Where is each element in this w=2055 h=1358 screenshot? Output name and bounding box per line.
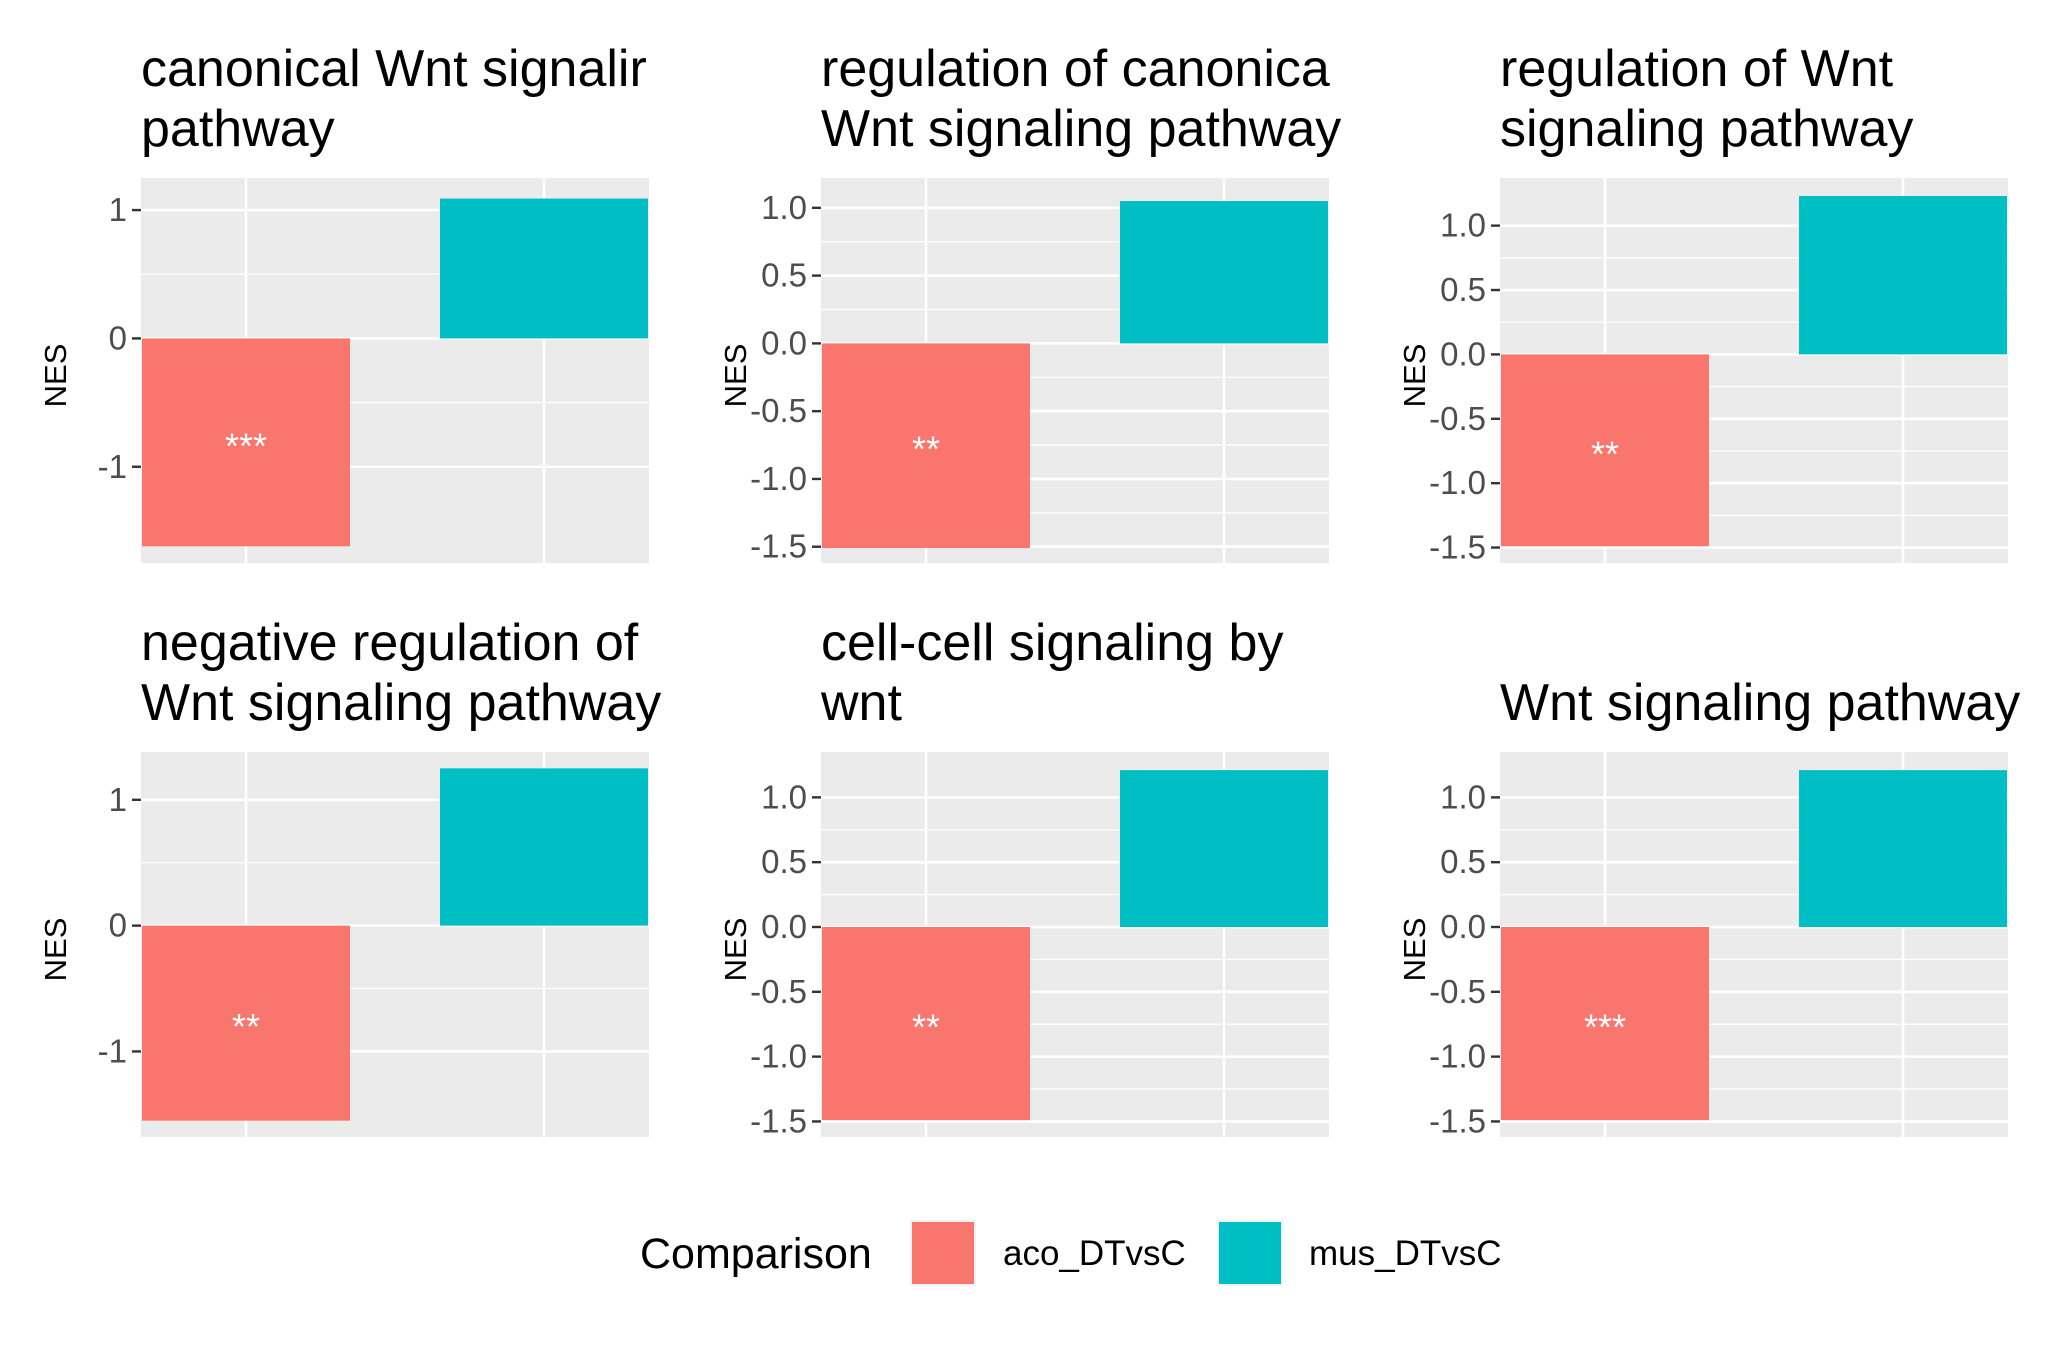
y-tick-label: 0.5 xyxy=(1440,271,1486,308)
y-tick-label: 0.0 xyxy=(761,324,807,361)
y-tick-label: 1.0 xyxy=(761,778,807,815)
y-tick-label: 1.0 xyxy=(761,189,807,226)
panel-title-line: Wnt signaling pathwaу xyxy=(821,100,1341,158)
panel-title-line: regulation of Wnt xyxy=(1500,40,1894,98)
y-axis-title: NES xyxy=(38,344,73,408)
y-tick-label: 0.5 xyxy=(761,843,807,880)
y-axis-title: NES xyxy=(38,918,73,982)
panel-title-line: cell-cell signaling by xyxy=(821,614,1283,672)
y-tick-label: -0.5 xyxy=(1429,400,1486,437)
bar-aco_DTvsC xyxy=(1501,354,1709,547)
y-tick-label: 0.5 xyxy=(1440,843,1486,880)
significance-label: ** xyxy=(912,1007,940,1048)
legend-title: Comparison xyxy=(640,1230,872,1278)
bar-aco_DTvsC xyxy=(142,338,350,547)
bar-mus_DTvsC xyxy=(1799,770,2007,927)
y-tick-label: -1 xyxy=(98,448,127,485)
y-tick-label: -1.0 xyxy=(750,1038,807,1075)
panel-title-line: negative regulation of xyxy=(141,614,639,672)
y-tick-label: -1.5 xyxy=(1429,1102,1486,1139)
y-axis-title: NES xyxy=(1397,918,1432,982)
significance-label: *** xyxy=(225,425,267,466)
bar-aco_DTvsC xyxy=(1501,927,1709,1121)
y-tick-label: 1 xyxy=(109,781,127,818)
y-tick-label: 0.0 xyxy=(1440,335,1486,372)
panel-title-line: canonical Wnt signalir xyxy=(141,40,647,98)
y-tick-label: -1.5 xyxy=(750,528,807,565)
panel-title-line: wnt xyxy=(820,674,902,732)
legend-label: mus_DTvsC xyxy=(1309,1234,1502,1273)
y-tick-label: 0.5 xyxy=(761,257,807,294)
bar-mus_DTvsC xyxy=(1120,201,1328,344)
y-tick-label: 1.0 xyxy=(1440,778,1486,815)
legend-swatch-aco_DTvsC xyxy=(912,1222,974,1284)
y-tick-label: 1.0 xyxy=(1440,207,1486,244)
y-axis-title: NES xyxy=(718,918,753,982)
legend-swatch-mus_DTvsC xyxy=(1219,1222,1281,1284)
bar-mus_DTvsC xyxy=(1799,196,2007,355)
bar-mus_DTvsC xyxy=(440,768,648,926)
significance-label: ** xyxy=(912,429,940,470)
y-tick-label: -1.5 xyxy=(750,1102,807,1139)
significance-label: ** xyxy=(1591,433,1619,474)
panel-title-line: Wnt signaling pathway xyxy=(1500,674,2020,732)
y-tick-label: -1.0 xyxy=(1429,1038,1486,1075)
panel-title-line: Wnt signaling pathwaу xyxy=(141,674,661,732)
panel-title-line: regulation of canonica xyxy=(821,40,1330,98)
legend-label: aco_DTvsC xyxy=(1003,1234,1186,1273)
y-tick-label: 0.0 xyxy=(1440,908,1486,945)
bar-mus_DTvsC xyxy=(440,198,648,339)
facet-panel-6: Wnt signaling pathway -1.5 -1.0 -0.5 0.0 0.5 1… xyxy=(1397,674,2020,1139)
significance-label: ** xyxy=(232,1006,260,1047)
y-tick-label: -1 xyxy=(98,1032,127,1069)
y-tick-label: 0.0 xyxy=(761,908,807,945)
y-tick-label: -1.0 xyxy=(750,460,807,497)
bar-aco_DTvsC xyxy=(822,343,1030,549)
y-axis-title: NES xyxy=(1397,344,1432,408)
y-tick-label: 1 xyxy=(109,191,127,228)
bar-mus_DTvsC xyxy=(1120,770,1328,927)
y-tick-label: -1.5 xyxy=(1429,529,1486,566)
significance-label: *** xyxy=(1584,1007,1626,1048)
panel-title-line: signaling pathway xyxy=(1500,100,1913,158)
panel-title-line: pathway xyxy=(141,100,335,158)
y-tick-label: -0.5 xyxy=(1429,973,1486,1010)
y-tick-label: 0 xyxy=(109,319,127,356)
y-tick-label: -0.5 xyxy=(750,392,807,429)
y-tick-label: 0 xyxy=(109,907,127,944)
y-tick-label: -0.5 xyxy=(750,973,807,1010)
y-tick-label: -1.0 xyxy=(1429,464,1486,501)
y-axis-title: NES xyxy=(718,344,753,408)
legend: Comparison aco_DTvsC mus_DTvsC xyxy=(640,1220,1502,1286)
bar-aco_DTvsC xyxy=(822,927,1030,1121)
bar-aco_DTvsC xyxy=(142,925,350,1121)
